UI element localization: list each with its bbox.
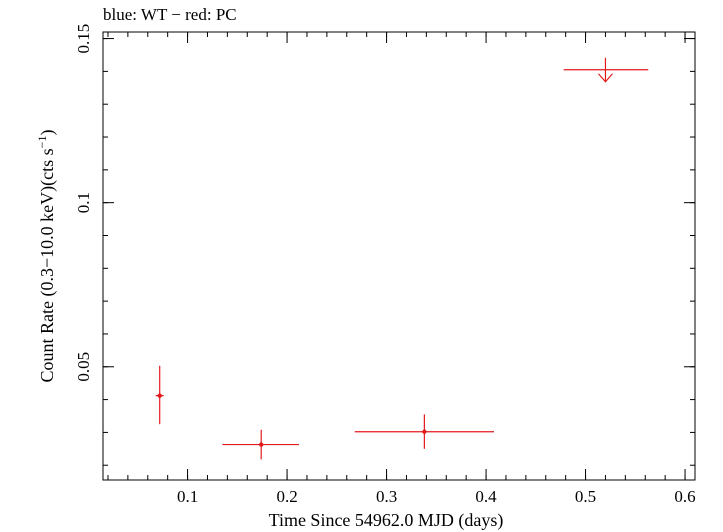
y-axis-label-close: ) [37,130,58,136]
y-tick-label: 0.15 [74,24,93,54]
y-axis-label-main: Count Rate (0.3−10.0 keV)(cts s [37,148,58,382]
plot-frame [102,31,696,481]
y-tick-label: 0.05 [74,352,93,382]
x-tick-label: 0.1 [177,487,198,506]
x-tick-label: 0.4 [475,487,497,506]
x-tick-label: 0.2 [276,487,297,506]
y-axis-ticks: 0.05 0.1 0.15 [74,24,695,466]
upper-limit-arrow [598,73,613,83]
data-marks [155,57,649,460]
x-tick-label: 0.3 [376,487,397,506]
plot-area: 0.1 0.2 0.3 0.4 0.5 0.6 0.05 0.1 0.15 [74,24,696,506]
x-tick-label: 0.6 [674,487,695,506]
x-axis-ticks: 0.1 0.2 0.3 0.4 0.5 0.6 [107,32,696,506]
data-point [155,365,164,425]
data-marker [157,393,162,398]
x-axis-label: Time Since 54962.0 MJD (days) [269,510,504,531]
data-point [222,429,300,460]
data-marker [422,429,427,434]
chart-title: blue: WT − red: PC [103,5,237,24]
y-axis-label: Count Rate (0.3−10.0 keV)(cts s−1) [35,130,58,383]
upper-limit [563,57,649,83]
y-tick-label: 0.1 [74,192,93,213]
data-point [354,414,495,449]
data-marker [258,442,264,447]
y-axis-label-exponent: −1 [35,136,49,149]
x-tick-label: 0.5 [575,487,596,506]
